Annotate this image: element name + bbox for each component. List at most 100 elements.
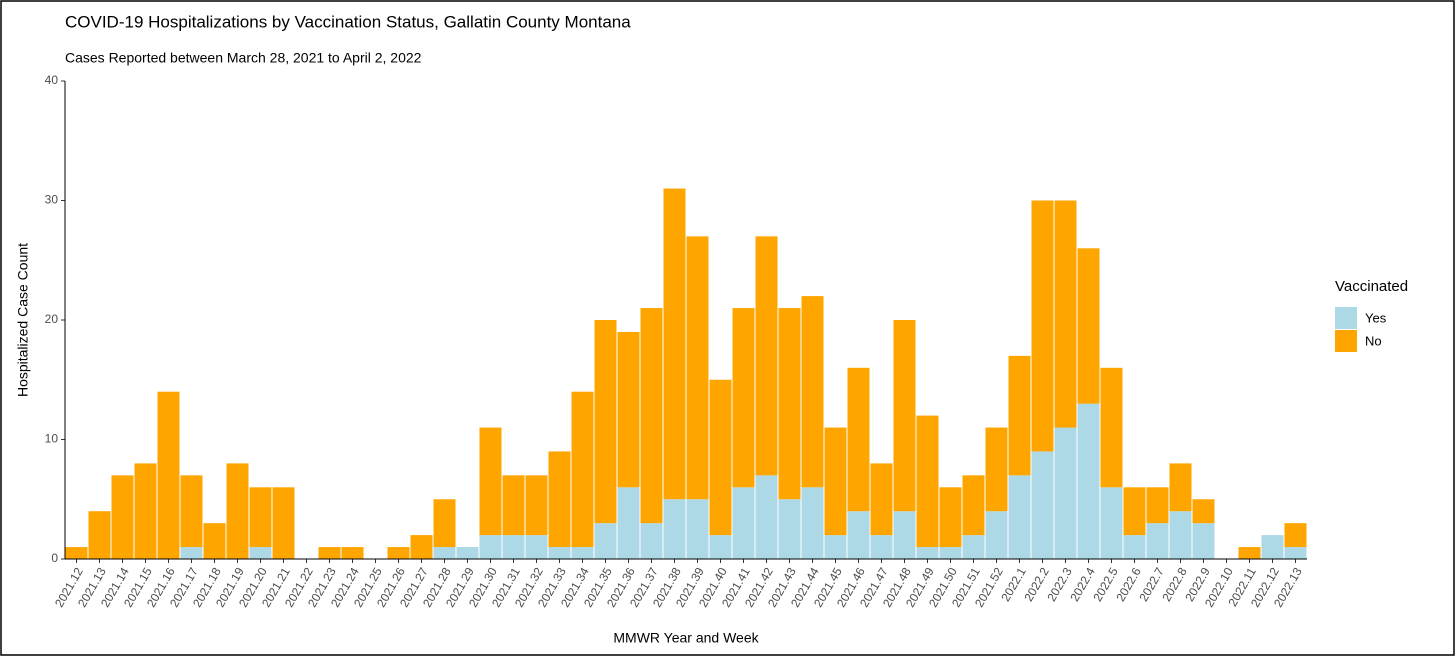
bar-segment [985, 427, 1008, 512]
bar-segment [640, 308, 663, 524]
bar-segment [1192, 523, 1215, 559]
bar-segment [801, 487, 824, 559]
bar-segment [1031, 200, 1054, 452]
bar-segment [824, 427, 847, 536]
legend-key [1335, 330, 1357, 352]
bar-segment [433, 499, 456, 548]
bar-segment [1077, 248, 1100, 404]
bar-segment [272, 487, 295, 559]
bar-segment [1146, 487, 1169, 524]
bar-segment [663, 499, 686, 559]
bar-segment [916, 547, 939, 559]
bar-segment [962, 475, 985, 536]
bar-segment [1054, 200, 1077, 428]
bar-segment [180, 475, 203, 548]
bar-segment [870, 535, 893, 559]
chart-title: COVID-19 Hospitalizations by Vaccination… [65, 12, 631, 31]
bar-segment [1123, 535, 1146, 559]
bar-segment [985, 511, 1008, 559]
bar-segment [433, 547, 456, 559]
bar-segment [686, 499, 709, 559]
bar-segment [1008, 355, 1031, 476]
bar-segment [1284, 547, 1307, 559]
bar-segment [226, 463, 249, 559]
bar-segment [617, 487, 640, 559]
bar-segment [617, 331, 640, 488]
y-axis-title: Hospitalized Case Count [15, 243, 31, 397]
bar-segment [571, 391, 594, 548]
bar-segment [387, 547, 410, 559]
bar-segment [916, 415, 939, 548]
x-axis-title: MMWR Year and Week [613, 630, 759, 646]
bar-segment [663, 188, 686, 500]
bar-segment [479, 535, 502, 559]
bar-segment [157, 391, 180, 559]
bar-segment [778, 499, 801, 559]
bar-segment [1100, 487, 1123, 559]
bar-segment [686, 236, 709, 500]
bar-segment [525, 535, 548, 559]
bar-segment [249, 547, 272, 559]
bar-segment [801, 296, 824, 488]
bar-segment [88, 511, 111, 559]
y-tick-label: 10 [45, 432, 59, 446]
bar-segment [1054, 427, 1077, 559]
bar-segment [847, 511, 870, 559]
bar-segment [732, 487, 755, 559]
bar-segment [1100, 367, 1123, 488]
y-tick-label: 0 [51, 551, 58, 565]
bar-segment [134, 463, 157, 559]
bar-segment [571, 547, 594, 559]
bar-segment [709, 535, 732, 559]
bar-segment [732, 308, 755, 488]
bar-segment [502, 475, 525, 536]
bar-segment [1169, 511, 1192, 559]
bar-segment [778, 308, 801, 500]
legend-title: Vaccinated [1335, 278, 1408, 295]
bar-segment [709, 379, 732, 536]
bar-segment [1008, 475, 1031, 559]
bar-segment [479, 427, 502, 536]
bar-segment [1169, 463, 1192, 512]
bar-segment [1077, 403, 1100, 559]
y-tick-label: 30 [45, 193, 59, 207]
chart-subtitle: Cases Reported between March 28, 2021 to… [65, 50, 422, 66]
bar-segment [847, 367, 870, 512]
bar-segment [525, 475, 548, 536]
bar-segment [318, 547, 341, 559]
legend-label: Yes [1365, 310, 1387, 325]
bar-segment [1146, 523, 1169, 559]
bar-segment [824, 535, 847, 559]
bar-segment [1123, 487, 1146, 536]
bar-segment [893, 511, 916, 559]
bar-segment [1238, 547, 1261, 559]
bar-segment [180, 547, 203, 559]
bar-segment [456, 547, 479, 559]
bar-segment [1284, 523, 1307, 548]
bar-segment [111, 475, 134, 559]
bar-segment [548, 451, 571, 548]
bar-segment [203, 523, 226, 559]
bar-segment [249, 487, 272, 548]
bar-segment [1031, 451, 1054, 559]
bar-segment [893, 320, 916, 512]
bar-segment [755, 475, 778, 559]
bar-segment [1192, 499, 1215, 524]
bar-segment [1261, 535, 1284, 559]
y-tick-label: 40 [45, 73, 59, 87]
bar-segment [939, 487, 962, 548]
bar-segment [65, 547, 88, 559]
bar-segment [870, 463, 893, 536]
legend-label: No [1365, 333, 1382, 348]
bar-segment [341, 547, 364, 559]
bar-segment [640, 523, 663, 559]
bar-segment [502, 535, 525, 559]
bar-segment [410, 535, 433, 559]
bar-segment [594, 320, 617, 524]
bar-segment [594, 523, 617, 559]
legend-key [1335, 307, 1357, 329]
y-tick-label: 20 [45, 312, 59, 326]
bar-segment [548, 547, 571, 559]
